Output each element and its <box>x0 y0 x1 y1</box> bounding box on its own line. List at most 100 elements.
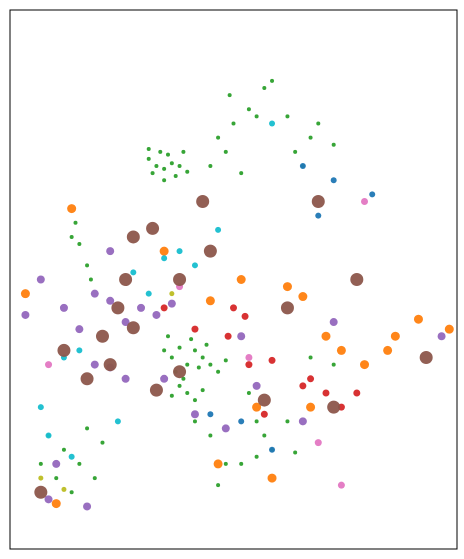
point <box>152 310 161 319</box>
point <box>216 483 221 488</box>
point <box>331 362 336 367</box>
point <box>106 247 115 256</box>
point <box>329 318 338 327</box>
point <box>90 360 99 369</box>
point <box>298 417 307 426</box>
point <box>360 360 370 370</box>
point <box>177 345 182 350</box>
point <box>203 244 217 258</box>
point <box>308 355 313 360</box>
point <box>252 402 262 412</box>
point <box>162 348 167 353</box>
point <box>37 404 44 411</box>
point <box>254 454 259 459</box>
point <box>299 163 306 170</box>
point <box>189 337 194 342</box>
point <box>269 446 276 453</box>
point <box>160 374 169 383</box>
point <box>216 369 221 374</box>
point <box>245 361 253 369</box>
point <box>45 432 52 439</box>
point <box>61 447 66 452</box>
point <box>321 331 331 341</box>
point <box>95 329 109 343</box>
point <box>173 365 187 379</box>
point <box>245 354 253 362</box>
point <box>44 495 53 504</box>
point <box>69 490 74 495</box>
point <box>196 365 201 370</box>
point <box>437 332 446 341</box>
point <box>177 164 182 169</box>
point <box>383 345 393 355</box>
point <box>126 230 140 244</box>
point <box>230 304 237 312</box>
point <box>192 398 197 403</box>
point <box>54 476 59 481</box>
point <box>215 226 222 233</box>
point <box>200 355 205 360</box>
point <box>34 485 48 499</box>
point <box>160 304 168 312</box>
point <box>413 314 423 324</box>
point <box>36 275 45 284</box>
point <box>159 246 169 256</box>
point <box>419 351 433 365</box>
point <box>103 358 117 372</box>
point <box>73 220 78 225</box>
point <box>315 212 322 219</box>
point <box>145 290 152 297</box>
point <box>241 312 249 320</box>
point <box>336 345 346 355</box>
point <box>293 450 298 455</box>
point <box>191 325 199 333</box>
point <box>158 149 163 154</box>
point <box>327 400 341 414</box>
point <box>88 277 93 282</box>
point <box>80 372 94 386</box>
point <box>196 194 210 208</box>
point <box>369 191 376 198</box>
point <box>246 107 251 112</box>
point <box>75 325 84 334</box>
point <box>280 301 294 315</box>
point <box>106 296 115 305</box>
point <box>181 149 186 154</box>
point <box>270 78 275 83</box>
point <box>167 299 176 308</box>
point <box>350 273 364 286</box>
point <box>308 135 313 140</box>
point <box>254 419 259 424</box>
point <box>314 439 322 447</box>
point <box>311 194 325 208</box>
point <box>45 361 53 369</box>
point <box>267 473 277 483</box>
point <box>121 318 130 327</box>
point <box>181 376 186 381</box>
point <box>361 197 369 205</box>
point <box>282 282 292 292</box>
point <box>298 292 308 302</box>
point <box>114 418 121 425</box>
point <box>236 275 246 284</box>
point <box>169 291 175 297</box>
point <box>69 234 74 239</box>
point <box>285 114 290 119</box>
point <box>59 303 68 312</box>
point <box>262 433 267 438</box>
point <box>216 135 221 140</box>
point <box>285 419 290 424</box>
point <box>185 390 190 395</box>
point <box>38 461 43 466</box>
point <box>68 453 75 460</box>
point <box>307 375 315 383</box>
point <box>67 204 77 214</box>
point <box>227 93 232 98</box>
point <box>262 86 267 91</box>
point <box>111 301 125 315</box>
point <box>176 248 183 255</box>
point <box>191 262 198 269</box>
point <box>239 461 244 466</box>
point <box>254 114 259 119</box>
point <box>90 289 99 298</box>
